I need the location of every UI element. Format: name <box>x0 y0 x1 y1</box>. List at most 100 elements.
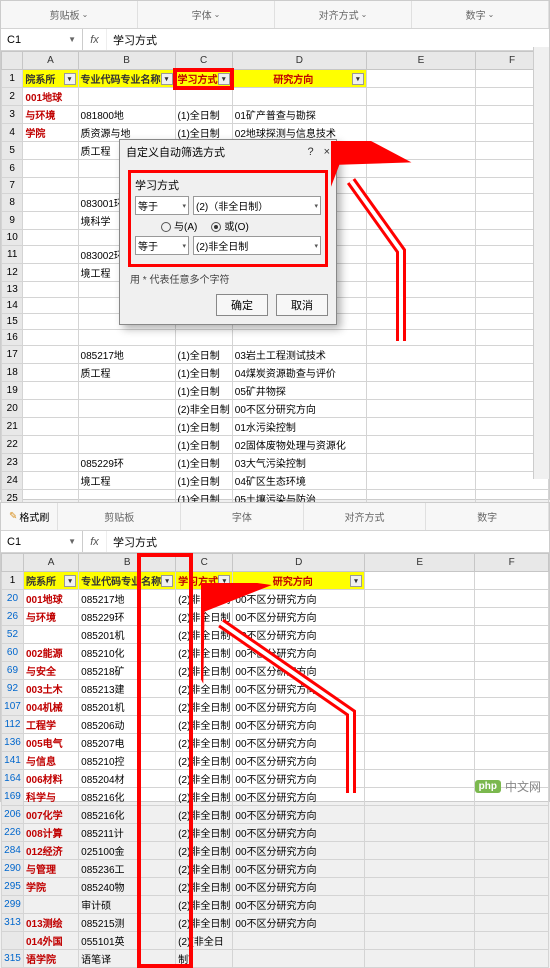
cell[interactable]: 00不区分研究方向 <box>233 626 365 644</box>
col-header-e[interactable]: E <box>365 554 475 572</box>
ribbon-font[interactable]: 字体 <box>181 503 304 530</box>
cell[interactable] <box>23 314 78 330</box>
cell[interactable]: 04煤炭资源勘查与评价 <box>232 364 366 382</box>
cell[interactable] <box>475 842 549 860</box>
col-header-f[interactable]: F <box>475 554 549 572</box>
cell[interactable] <box>23 346 78 364</box>
cell[interactable]: 085217地 <box>79 590 176 608</box>
cell[interactable] <box>365 842 475 860</box>
row-head[interactable]: 4 <box>2 124 23 142</box>
cell[interactable]: 00不区分研究方向 <box>233 878 365 896</box>
cell[interactable] <box>365 770 475 788</box>
formula-input[interactable]: 学习方式 <box>107 29 549 50</box>
cell[interactable]: 00不区分研究方向 <box>233 770 365 788</box>
cell[interactable]: 00不区分研究方向 <box>233 824 365 842</box>
row-head[interactable]: 164 <box>2 770 24 788</box>
ribbon-align[interactable]: 对齐方式⌄ <box>275 1 412 28</box>
cell[interactable] <box>233 950 365 968</box>
cell[interactable] <box>365 716 475 734</box>
row-head[interactable]: 26 <box>2 608 24 626</box>
row-head[interactable]: 299 <box>2 896 24 914</box>
col-header-c[interactable]: C <box>176 554 233 572</box>
formula-input[interactable]: 学习方式 <box>107 531 549 552</box>
cell[interactable]: 00不区分研究方向 <box>233 680 365 698</box>
cell[interactable]: (2)非全日制 <box>176 662 233 680</box>
cell[interactable] <box>232 330 366 346</box>
cell[interactable] <box>78 382 175 400</box>
value-select-1[interactable]: (2)（非全日制）▾ <box>193 196 321 215</box>
row-head[interactable]: 69 <box>2 662 24 680</box>
row-head[interactable]: 13 <box>2 282 23 298</box>
row-head[interactable]: 20 <box>2 400 23 418</box>
cell[interactable]: 00不区分研究方向 <box>233 662 365 680</box>
row-head[interactable]: 315 <box>2 950 24 968</box>
cell[interactable]: 085217地 <box>78 346 175 364</box>
name-box[interactable]: C1▼ <box>1 531 83 552</box>
cell[interactable] <box>23 364 78 382</box>
cell[interactable]: 085216化 <box>79 806 176 824</box>
row-head[interactable]: 22 <box>2 436 23 454</box>
cell[interactable]: 审计硕 <box>79 896 176 914</box>
cell[interactable]: 055101英 <box>79 932 176 950</box>
cell[interactable] <box>475 590 549 608</box>
cell[interactable]: 与信息 <box>23 752 78 770</box>
cell[interactable]: 与安全 <box>23 662 78 680</box>
cell[interactable]: 00不区分研究方向 <box>233 698 365 716</box>
cell[interactable] <box>366 160 475 178</box>
cell[interactable]: (1)全日制 <box>175 346 232 364</box>
cell[interactable] <box>366 418 475 436</box>
cell[interactable]: 制) <box>176 950 233 968</box>
col-header-d[interactable]: D <box>232 52 366 70</box>
cell[interactable]: (1)全日制 <box>175 436 232 454</box>
cell[interactable]: 008计算 <box>23 824 78 842</box>
radio-and[interactable]: 与(A) <box>161 218 197 233</box>
cell[interactable] <box>475 734 549 752</box>
cell[interactable] <box>366 212 475 230</box>
cell[interactable]: (2)非全日制 <box>176 734 233 752</box>
cell[interactable]: (2)非全日制 <box>176 716 233 734</box>
col-header-e[interactable]: E <box>366 52 475 70</box>
cell[interactable]: 085210控 <box>79 752 176 770</box>
cell[interactable]: 085236工 <box>79 860 176 878</box>
cell[interactable] <box>365 878 475 896</box>
cell[interactable]: 学院 <box>23 124 78 142</box>
cell[interactable] <box>366 382 475 400</box>
row-head[interactable]: 2 <box>2 88 23 106</box>
cell[interactable]: 014外国 <box>23 932 78 950</box>
filter-icon[interactable]: ▾ <box>161 575 173 587</box>
cell[interactable]: 与管理 <box>23 860 78 878</box>
cell[interactable]: 085207电 <box>79 734 176 752</box>
cell[interactable]: 002能源 <box>23 644 78 662</box>
cell[interactable]: 02固体废物处理与资源化 <box>232 436 366 454</box>
filter-icon[interactable]: ▾ <box>218 575 230 587</box>
cell[interactable] <box>365 752 475 770</box>
cell[interactable]: 00不区分研究方向 <box>233 752 365 770</box>
cell[interactable]: 语笔译 <box>79 950 176 968</box>
cell[interactable] <box>23 400 78 418</box>
format-painter[interactable]: ✎格式刷 <box>1 503 58 530</box>
cell[interactable] <box>78 330 175 346</box>
row-head[interactable]: 6 <box>2 160 23 178</box>
cell[interactable] <box>475 572 549 590</box>
operator-select-2[interactable]: 等于▾ <box>135 236 189 255</box>
cell[interactable] <box>78 400 175 418</box>
cell[interactable]: 001地球 <box>23 88 78 106</box>
header-cell[interactable]: 专业代码专业名称▾ <box>78 70 175 88</box>
cell[interactable] <box>365 932 475 950</box>
cell[interactable] <box>78 88 175 106</box>
row-head[interactable]: 60 <box>2 644 24 662</box>
cell[interactable] <box>23 230 78 246</box>
cell[interactable] <box>475 716 549 734</box>
cell[interactable] <box>475 752 549 770</box>
ribbon-clipboard[interactable]: 剪贴板 <box>58 503 181 530</box>
cell[interactable]: (2)非全日制 <box>176 752 233 770</box>
cell[interactable] <box>366 246 475 264</box>
cell[interactable] <box>365 860 475 878</box>
cell[interactable]: (2)非全日制 <box>176 806 233 824</box>
cell[interactable] <box>475 878 549 896</box>
row-head[interactable]: 9 <box>2 212 23 230</box>
cell[interactable] <box>365 680 475 698</box>
row-head[interactable]: 206 <box>2 806 24 824</box>
cell[interactable]: 00不区分研究方向 <box>233 842 365 860</box>
col-header-c[interactable]: C <box>175 52 232 70</box>
